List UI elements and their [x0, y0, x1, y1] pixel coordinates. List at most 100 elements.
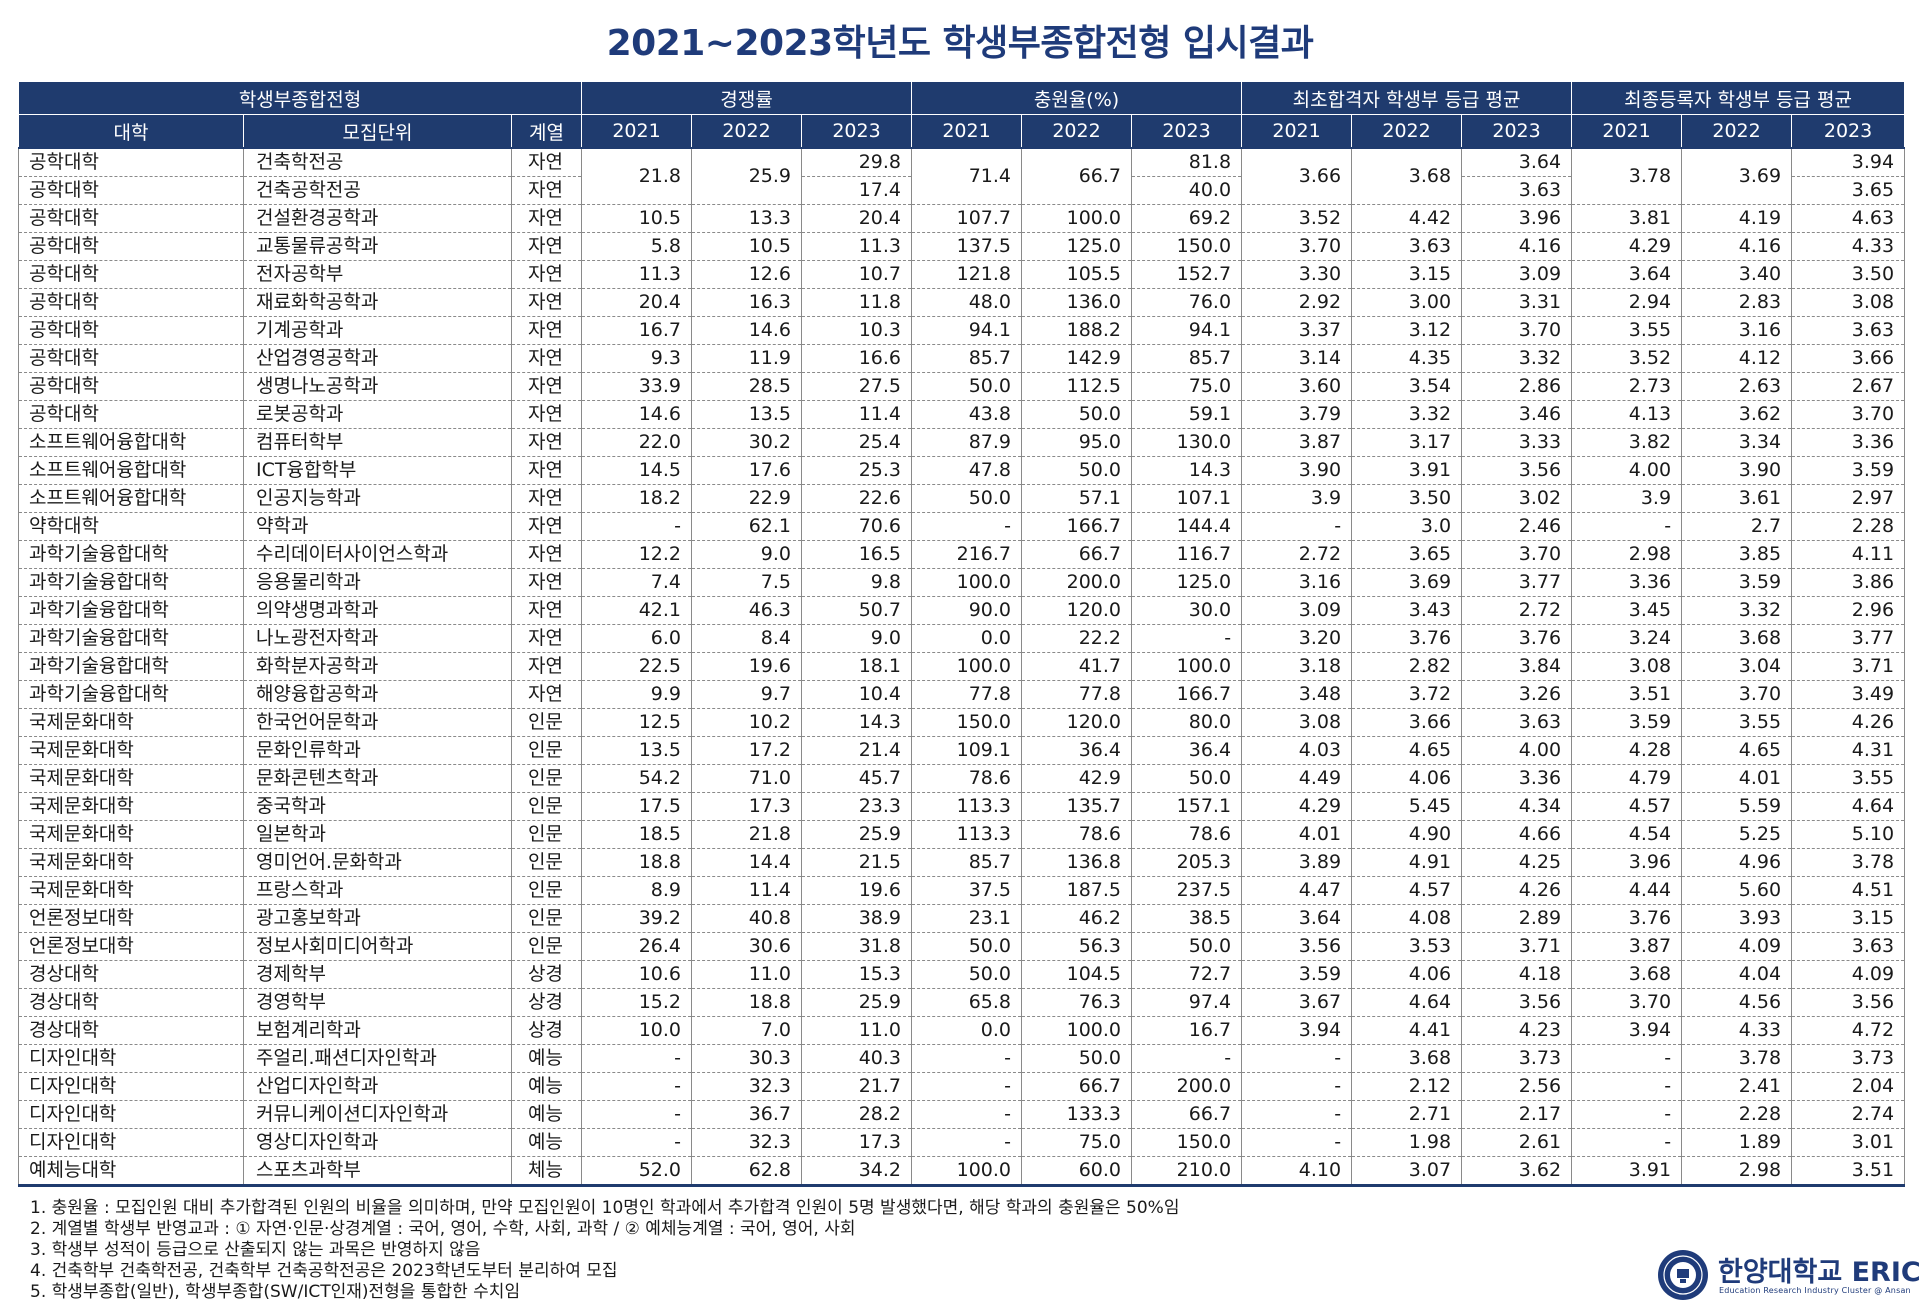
header-year: 2021 — [1241, 114, 1353, 149]
cell-first-grade-2023: 2.46 — [1461, 512, 1573, 541]
table-row: 국제문화대학 문화콘텐츠학과 인문 54.2 71.0 45.7 78.6 42.9 50.0 4… — [18, 764, 1906, 793]
cell-first-grade-2021: 3.94 — [1241, 1016, 1353, 1045]
cell-first-grade-2022: 3.53 — [1351, 932, 1463, 961]
cell-competition-2022: 30.6 — [691, 932, 802, 961]
cell-competition-2022: 17.6 — [691, 456, 802, 485]
cell-first-grade-2022: 4.90 — [1351, 820, 1463, 849]
cell-track: 자연 — [511, 428, 582, 457]
cell-recruit-unit: 재료화학공학과 — [243, 288, 512, 317]
cell-competition-2021: 7.4 — [581, 568, 692, 597]
cell-competition-2021: 15.2 — [581, 988, 692, 1017]
header-year: 2022 — [691, 114, 802, 149]
cell-fill-rate-2023: 205.3 — [1131, 848, 1243, 877]
cell-track: 자연 — [511, 624, 582, 653]
cell-competition-2021: 52.0 — [581, 1156, 692, 1187]
cell-university: 공학대학 — [18, 176, 244, 205]
cell-final-grade-2023: 4.26 — [1791, 708, 1906, 737]
cell-recruit-unit: 한국언어문학과 — [243, 708, 512, 737]
cell-final-grade-2022: 3.40 — [1681, 260, 1793, 289]
header-group-main: 학생부종합전형 — [18, 82, 582, 115]
cell-competition-2023: 38.9 — [801, 904, 913, 933]
cell-competition-2022: 62.1 — [691, 512, 802, 541]
cell-fill-rate-2021: 109.1 — [911, 736, 1023, 765]
cell-first-grade-2022: 4.57 — [1351, 876, 1463, 905]
cell-final-grade-2021: 3.08 — [1571, 652, 1683, 681]
cell-track: 상경 — [511, 1016, 582, 1045]
table-row: 언론정보대학 정보사회미디어학과 인문 26.4 30.6 31.8 50.0 56.3 50.… — [18, 932, 1906, 961]
cell-final-grade-2023: 2.74 — [1791, 1100, 1906, 1129]
cell-recruit-unit: 산업디자인학과 — [243, 1072, 512, 1101]
cell-recruit-unit: 일본학과 — [243, 820, 512, 849]
cell-competition-2023: 11.0 — [801, 1016, 913, 1045]
admission-results-table: 학생부종합전형 경쟁률 충원율(%) 최초합격자 학생부 등급 평균 최종등록자… — [18, 82, 1906, 1187]
cell-final-grade-2022: 3.16 — [1681, 316, 1793, 345]
header-year: 2022 — [1351, 114, 1463, 149]
cell-recruit-unit: 주얼리.패션디자인학과 — [243, 1044, 512, 1073]
cell-final-grade-2023: 3.63 — [1791, 932, 1906, 961]
cell-fill-rate-2023: 30.0 — [1131, 596, 1243, 625]
cell-first-grade-2023: 3.70 — [1461, 316, 1573, 345]
cell-final-grade-2022: 3.69 — [1681, 148, 1793, 205]
cell-fill-rate-2023: 166.7 — [1131, 680, 1243, 709]
cell-fill-rate-2022: 50.0 — [1021, 400, 1133, 429]
cell-first-grade-2021: 3.87 — [1241, 428, 1353, 457]
cell-fill-rate-2021: 78.6 — [911, 764, 1023, 793]
cell-first-grade-2023: 4.66 — [1461, 820, 1573, 849]
cell-first-grade-2021: 4.01 — [1241, 820, 1353, 849]
cell-fill-rate-2021: - — [911, 1100, 1023, 1129]
cell-competition-2023: 50.7 — [801, 596, 913, 625]
cell-university: 국제문화대학 — [18, 820, 244, 849]
cell-final-grade-2023: 3.56 — [1791, 988, 1906, 1017]
cell-final-grade-2023: 5.10 — [1791, 820, 1906, 849]
cell-fill-rate-2021: 216.7 — [911, 540, 1023, 569]
cell-university: 공학대학 — [18, 148, 244, 177]
cell-competition-2021: 39.2 — [581, 904, 692, 933]
cell-first-grade-2023: 3.84 — [1461, 652, 1573, 681]
cell-fill-rate-2021: 77.8 — [911, 680, 1023, 709]
cell-track: 자연 — [511, 484, 582, 513]
cell-competition-2022: 17.3 — [691, 792, 802, 821]
cell-recruit-unit: 산업경영공학과 — [243, 344, 512, 373]
footnote: 3. 학생부 성적이 등급으로 산출되지 않는 과목은 반영하지 않음 — [30, 1240, 481, 1260]
cell-competition-2021: 5.8 — [581, 232, 692, 261]
cell-competition-2022: 14.6 — [691, 316, 802, 345]
header-year: 2022 — [1021, 114, 1133, 149]
cell-fill-rate-2022: 22.2 — [1021, 624, 1133, 653]
table-row: 과학기술융합대학 해양융합공학과 자연 9.9 9.7 10.4 77.8 77.8 166.7… — [18, 680, 1906, 709]
cell-fill-rate-2022: 66.7 — [1021, 540, 1133, 569]
cell-competition-2023: 45.7 — [801, 764, 913, 793]
cell-university: 디자인대학 — [18, 1128, 244, 1157]
header-group-final-registered: 최종등록자 학생부 등급 평균 — [1571, 82, 1906, 115]
cell-university: 언론정보대학 — [18, 904, 244, 933]
cell-competition-2022: 28.5 — [691, 372, 802, 401]
cell-fill-rate-2021: - — [911, 1044, 1023, 1073]
cell-first-grade-2022: 3.00 — [1351, 288, 1463, 317]
cell-fill-rate-2023: 66.7 — [1131, 1100, 1243, 1129]
cell-competition-2022: 11.9 — [691, 344, 802, 373]
cell-university: 국제문화대학 — [18, 736, 244, 765]
table-row: 공학대학 산업경영공학과 자연 9.3 11.9 16.6 85.7 142.9 85.7 3.1… — [18, 344, 1906, 373]
cell-first-grade-2021: 3.60 — [1241, 372, 1353, 401]
cell-first-grade-2023: 2.72 — [1461, 596, 1573, 625]
table-row: 약학대학 약학과 자연 -62.1 70.6-166.7 144.4-3.0 2.46-2.… — [18, 512, 1906, 541]
cell-track: 자연 — [511, 596, 582, 625]
cell-first-grade-2022: 2.71 — [1351, 1100, 1463, 1129]
cell-fill-rate-2023: 85.7 — [1131, 344, 1243, 373]
cell-final-grade-2022: 4.56 — [1681, 988, 1793, 1017]
cell-fill-rate-2023: 81.8 — [1131, 148, 1243, 177]
table-row: 경상대학 보험계리학과 상경 10.0 7.0 11.0 0.0 100.0 16.7 3.94 4… — [18, 1016, 1906, 1045]
cell-first-grade-2023: 4.34 — [1461, 792, 1573, 821]
cell-track: 자연 — [511, 176, 582, 205]
cell-competition-2022: 8.4 — [691, 624, 802, 653]
cell-first-grade-2021: 3.9 — [1241, 484, 1353, 513]
table-row: 디자인대학 산업디자인학과 예능 -32.3 21.7-66.7 200.0-2.12 2.… — [18, 1072, 1906, 1101]
cell-final-grade-2021: 4.54 — [1571, 820, 1683, 849]
cell-track: 자연 — [511, 680, 582, 709]
cell-final-grade-2022: 3.34 — [1681, 428, 1793, 457]
cell-fill-rate-2021: 47.8 — [911, 456, 1023, 485]
cell-recruit-unit: 영상디자인학과 — [243, 1128, 512, 1157]
cell-competition-2023: 14.3 — [801, 708, 913, 737]
cell-first-grade-2022: 4.41 — [1351, 1016, 1463, 1045]
cell-competition-2021: 13.5 — [581, 736, 692, 765]
table-row: 공학대학 건설환경공학과 자연 10.5 13.3 20.4 107.7 100.0 69.2 3… — [18, 204, 1906, 233]
